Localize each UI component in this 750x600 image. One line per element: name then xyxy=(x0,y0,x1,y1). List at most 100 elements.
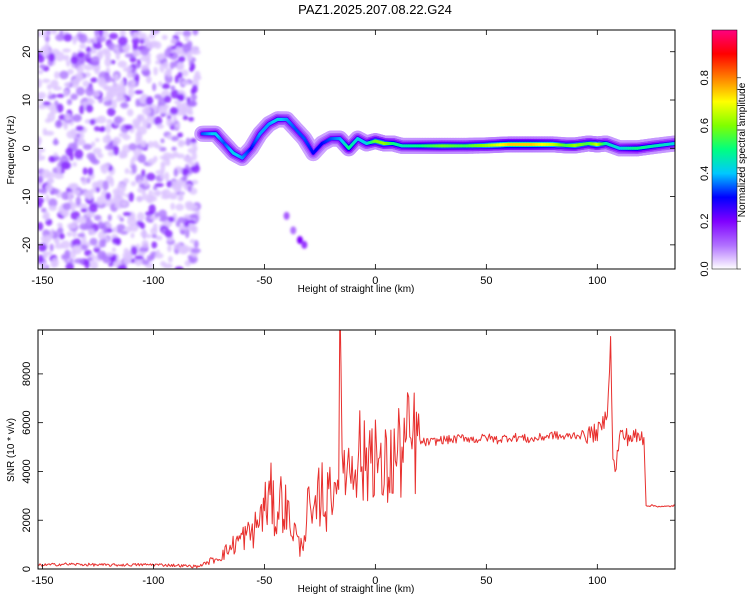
noise-blob xyxy=(103,85,111,91)
noise-blob xyxy=(75,125,84,131)
noise-blob xyxy=(41,207,47,213)
noise-blob xyxy=(114,115,123,125)
noise-blob xyxy=(43,251,53,256)
noise-blob xyxy=(188,204,199,211)
noise-blob xyxy=(104,49,111,60)
noise-blob xyxy=(93,125,100,132)
noise-blob xyxy=(45,183,53,192)
noise-blob xyxy=(127,88,135,98)
noise-blob xyxy=(104,144,115,151)
noise-blob xyxy=(130,181,137,187)
noise-blob xyxy=(129,79,137,87)
noise-blob xyxy=(76,140,87,146)
spectrogram-x-tick-label: 50 xyxy=(480,275,492,287)
noise-blob xyxy=(89,49,97,54)
noise-blob xyxy=(102,180,109,191)
noise-blob xyxy=(106,91,114,97)
noise-blob xyxy=(38,197,45,205)
noise-blob xyxy=(53,155,61,161)
snr-background xyxy=(38,330,675,569)
noise-blob xyxy=(46,84,52,90)
noise-blob xyxy=(62,202,72,211)
noise-blob xyxy=(54,71,60,79)
noise-blob xyxy=(112,188,120,195)
noise-blob xyxy=(87,97,93,103)
noise-blob xyxy=(132,49,141,57)
noise-blob xyxy=(84,259,91,269)
noise-blob xyxy=(72,35,77,45)
noise-blob xyxy=(152,223,158,232)
noise-blob xyxy=(64,113,71,121)
noise-blob xyxy=(66,98,73,106)
noise-blob xyxy=(76,133,81,138)
spectrogram-y-label: Frequency (Hz) xyxy=(6,116,17,185)
noise-blob xyxy=(134,90,144,95)
noise-blob xyxy=(70,56,78,65)
noise-blob xyxy=(65,60,71,67)
noise-blob xyxy=(144,211,154,216)
noise-blob xyxy=(62,48,71,53)
noise-field xyxy=(38,30,202,269)
noise-blob xyxy=(38,136,41,147)
noise-blob xyxy=(185,156,193,164)
noise-blob xyxy=(95,137,100,143)
noise-blob xyxy=(109,177,115,188)
noise-blob xyxy=(94,30,99,37)
noise-blob xyxy=(189,66,194,72)
noise-blob xyxy=(135,73,140,82)
noise-blob xyxy=(78,33,88,44)
noise-blob xyxy=(145,96,154,106)
noise-blob xyxy=(181,80,190,86)
noise-blob xyxy=(102,96,112,102)
noise-blob xyxy=(107,214,112,222)
noise-blob xyxy=(151,234,157,239)
noise-blob xyxy=(42,78,51,84)
noise-blob xyxy=(167,256,173,263)
noise-blob xyxy=(178,55,186,62)
noise-blob xyxy=(65,147,74,157)
noise-blob xyxy=(90,56,100,66)
colorbar-tick-label: 0.4 xyxy=(699,166,711,181)
noise-blob xyxy=(38,152,42,157)
noise-blob xyxy=(138,247,149,252)
noise-blob xyxy=(85,219,94,228)
noise-blob xyxy=(175,46,181,55)
noise-blob xyxy=(126,108,134,117)
noise-blob xyxy=(153,41,162,50)
noise-blob xyxy=(155,53,164,61)
noise-blob xyxy=(141,169,146,178)
noise-blob xyxy=(76,72,84,82)
signal-ridge xyxy=(194,111,675,166)
noise-blob xyxy=(174,266,184,269)
noise-blob xyxy=(190,137,197,144)
noise-blob xyxy=(77,51,85,58)
noise-blob xyxy=(180,106,188,115)
noise-blob xyxy=(181,69,189,77)
noise-blob xyxy=(139,32,147,40)
noise-blob xyxy=(117,36,128,47)
noise-blob xyxy=(173,60,178,68)
noise-blob xyxy=(177,61,184,70)
noise-blob xyxy=(54,244,64,250)
noise-blob xyxy=(184,35,190,42)
snr-y-tick-label: 6000 xyxy=(21,410,33,434)
noise-blob xyxy=(151,241,158,249)
noise-blob xyxy=(170,89,181,99)
spectrogram-y-tick-label: 10 xyxy=(21,94,33,106)
noise-blob xyxy=(180,244,190,254)
noise-blob xyxy=(71,78,80,89)
noise-blob xyxy=(43,211,50,221)
noise-blob xyxy=(191,151,197,161)
noise-blob xyxy=(194,210,200,215)
noise-blob xyxy=(188,116,195,122)
noise-blob xyxy=(98,239,104,248)
noise-blob xyxy=(88,203,98,213)
noise-blob xyxy=(120,151,128,159)
noise-blob xyxy=(113,145,120,156)
noise-blob xyxy=(109,59,116,65)
noise-blob xyxy=(89,237,98,246)
noise-blob xyxy=(50,188,60,195)
noise-blob xyxy=(64,82,70,88)
noise-blob xyxy=(68,183,79,190)
snr-frame xyxy=(37,329,676,570)
